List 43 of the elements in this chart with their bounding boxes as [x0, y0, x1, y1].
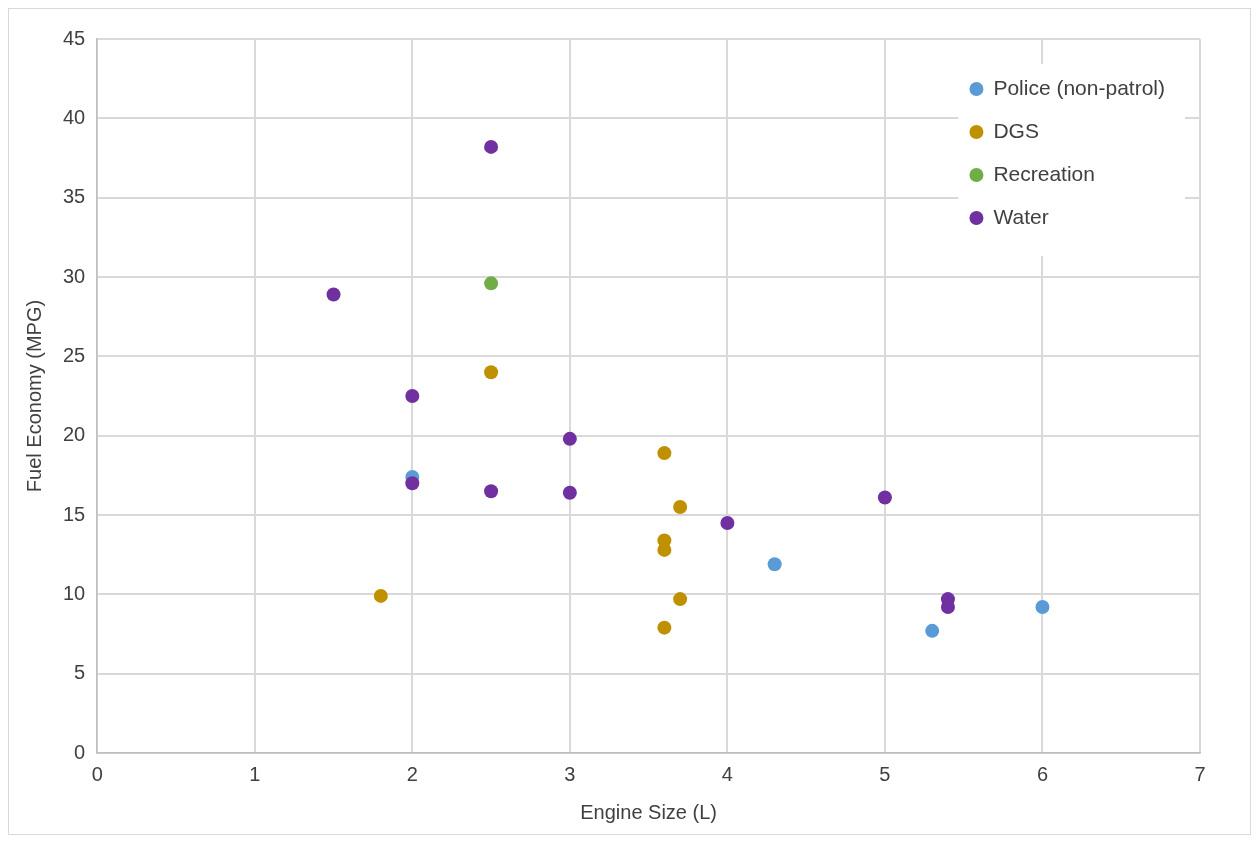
- x-tick-label: 5: [879, 762, 891, 785]
- point: [405, 389, 420, 403]
- y-tick-label: 5: [74, 661, 86, 684]
- point: [484, 365, 499, 380]
- point: [484, 139, 499, 154]
- legend-label: Recreation: [993, 161, 1095, 185]
- point: [484, 276, 499, 291]
- point: [373, 588, 388, 603]
- y-tick-label: 30: [63, 264, 86, 287]
- x-tick-label: 4: [721, 762, 733, 785]
- point: [925, 623, 940, 638]
- point: [657, 446, 672, 461]
- point: [326, 287, 341, 302]
- point: [562, 431, 577, 446]
- point: [484, 484, 499, 499]
- point: [673, 592, 688, 607]
- legend-label: Water: [993, 204, 1049, 228]
- x-tick-label: 1: [249, 762, 261, 785]
- x-tick-label: 7: [1194, 762, 1206, 785]
- point: [720, 515, 735, 530]
- y-tick-label: 35: [63, 185, 86, 208]
- point: [1035, 600, 1050, 615]
- point: [562, 485, 577, 500]
- point: [673, 500, 688, 515]
- y-tick-label: 20: [63, 423, 86, 446]
- x-tick-label: 2: [406, 762, 418, 785]
- point: [405, 476, 420, 491]
- y-tick-label: 10: [63, 581, 86, 604]
- point: [767, 557, 782, 572]
- legend-label: DGS: [993, 118, 1039, 142]
- legend-label: Police (non-patrol): [993, 75, 1166, 99]
- x-axis-title: Engine Size (L): [580, 800, 717, 823]
- y-tick-label: 0: [74, 740, 86, 763]
- y-tick-label: 15: [63, 502, 86, 525]
- y-tick-label: 40: [63, 105, 86, 128]
- point: [657, 620, 672, 635]
- y-tick-label: 25: [63, 343, 86, 366]
- x-tick-label: 6: [1036, 762, 1049, 785]
- y-tick-label: 45: [63, 26, 86, 49]
- point: [877, 490, 892, 505]
- y-axis-title: Fuel Economy (MPG): [22, 299, 45, 493]
- x-tick-label: 3: [564, 762, 576, 785]
- x-tick-label: 0: [91, 762, 103, 785]
